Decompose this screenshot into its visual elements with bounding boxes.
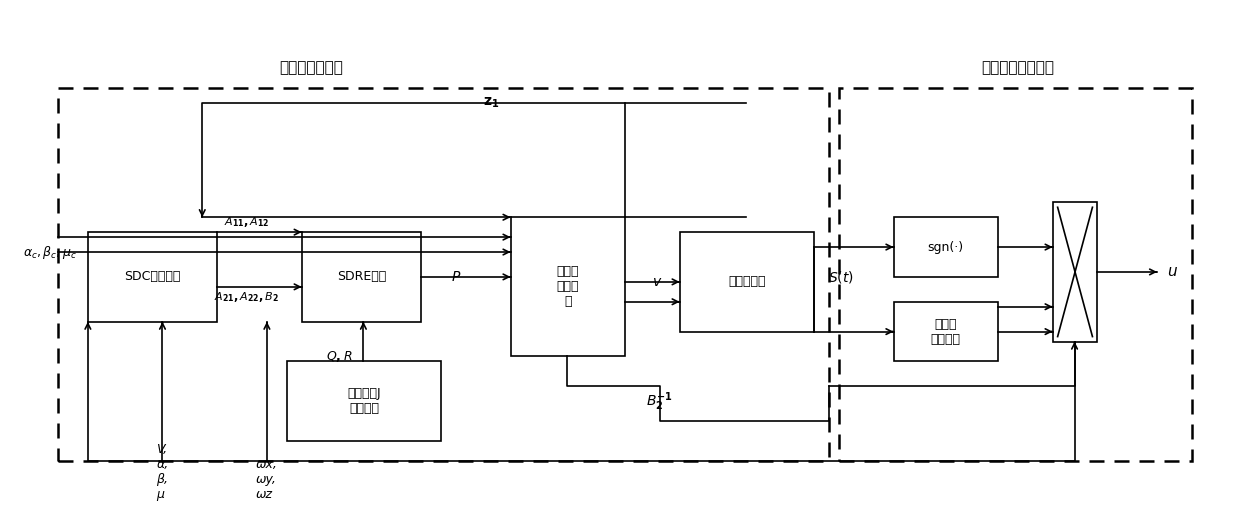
Text: ωx,
ωy,
ωz: ωx, ωy, ωz <box>255 458 278 500</box>
Text: V,
α,
β,
μ: V, α, β, μ <box>156 443 169 500</box>
Text: SDRE求解: SDRE求解 <box>337 270 386 283</box>
Text: $\mathbf{\mathit{u}}$: $\mathbf{\mathit{u}}$ <box>1167 264 1178 279</box>
Bar <box>838 88 1192 461</box>
Text: 最优滑模面设计: 最优滑模面设计 <box>280 60 343 75</box>
Bar <box>286 361 441 441</box>
Bar <box>58 88 828 461</box>
Bar <box>301 232 422 322</box>
Text: $\mathbf{z_1}$: $\mathbf{z_1}$ <box>482 96 498 110</box>
Text: sgn(·): sgn(·) <box>928 240 963 253</box>
Bar <box>1053 202 1097 342</box>
Bar <box>88 232 217 322</box>
Bar <box>894 217 998 277</box>
Text: $\mathbf{\mathit{B}_2^{-1}}$: $\mathbf{\mathit{B}_2^{-1}}$ <box>646 390 673 413</box>
Text: 性能指标J
参数选择: 性能指标J 参数选择 <box>347 387 381 415</box>
Text: $\mathbf{\mathit{Q},\mathit{R}}$: $\mathbf{\mathit{Q},\mathit{R}}$ <box>326 349 352 364</box>
Text: 构造虚
拟控制
律: 构造虚 拟控制 律 <box>557 265 579 308</box>
Text: $\mathbf{\mathit{P}}$: $\mathbf{\mathit{P}}$ <box>450 270 461 284</box>
Text: 最优滑模面: 最优滑模面 <box>728 276 765 288</box>
Bar <box>511 217 625 356</box>
Text: $\alpha_c, \beta_c, \mu_c$: $\alpha_c, \beta_c, \mu_c$ <box>24 244 77 261</box>
Text: $\mathbf{\mathit{S}}(\mathit{t})$: $\mathbf{\mathit{S}}(\mathit{t})$ <box>828 269 853 285</box>
Bar <box>680 232 813 331</box>
Text: 自适应
切换增益: 自适应 切换增益 <box>931 317 961 345</box>
Text: 自适应滑模控制律: 自适应滑模控制律 <box>981 60 1054 75</box>
Text: SDC形式转化: SDC形式转化 <box>124 270 181 283</box>
Text: $\mathbf{\mathit{A}_{21},\mathit{A}_{22},\mathit{B}_2}$: $\mathbf{\mathit{A}_{21},\mathit{A}_{22}… <box>215 290 280 304</box>
Text: $\mathbf{\mathit{A}_{11},\mathit{A}_{12}}$: $\mathbf{\mathit{A}_{11},\mathit{A}_{12}… <box>224 215 270 229</box>
Text: $\mathbf{\mathit{v}}$: $\mathbf{\mathit{v}}$ <box>651 275 662 289</box>
Bar <box>894 302 998 361</box>
